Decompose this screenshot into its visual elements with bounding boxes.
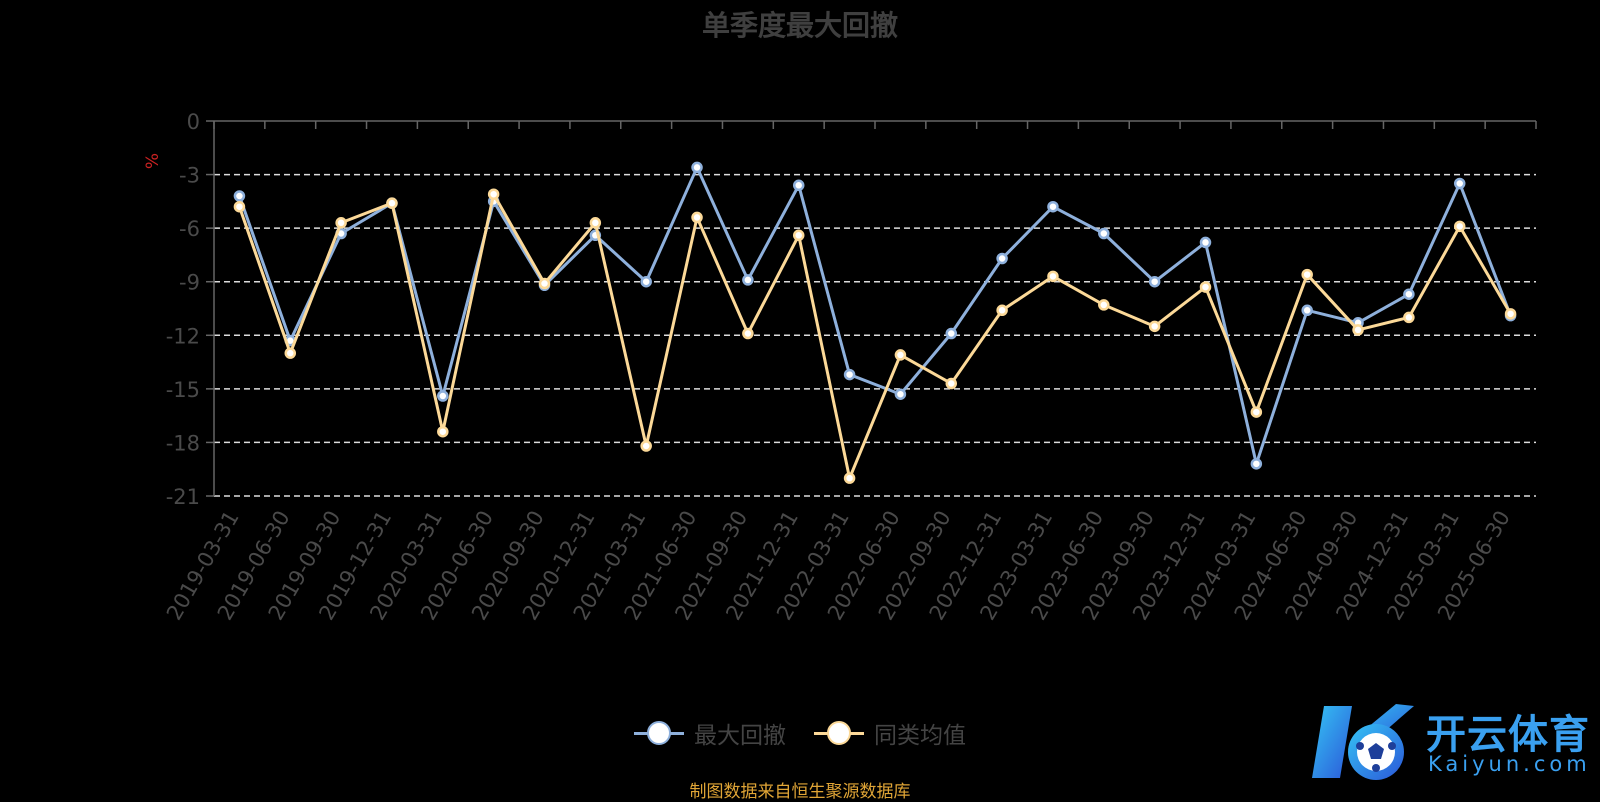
y-tick-label: -3 <box>179 164 200 188</box>
data-point[interactable] <box>742 274 754 286</box>
legend-marker-icon <box>634 719 684 747</box>
data-point[interactable] <box>1047 270 1059 283</box>
legend-label: 最大回撤 <box>694 723 786 749</box>
data-point[interactable] <box>640 275 652 288</box>
data-point[interactable] <box>894 349 907 361</box>
data-point[interactable] <box>945 377 958 390</box>
data-point[interactable] <box>1098 299 1110 311</box>
data-point[interactable] <box>1199 236 1212 249</box>
data-point[interactable] <box>792 179 805 192</box>
data-point[interactable] <box>1250 458 1263 470</box>
y-tick-labels: 0 -3 -6 -9 -12 -15 -18 -21 <box>166 110 200 509</box>
data-point[interactable] <box>487 188 500 200</box>
data-point[interactable] <box>1352 324 1364 336</box>
y-tick-label: -21 <box>166 485 200 509</box>
legend-item-peer-average[interactable]: 同类均值 <box>814 716 966 750</box>
source-note: 制图数据来自恒生聚源数据库 <box>689 782 911 802</box>
x-tick-labels: 2019-03-312019-06-302019-09-302019-12-31… <box>162 506 1515 624</box>
data-point[interactable] <box>1098 227 1110 240</box>
data-point[interactable] <box>1453 220 1466 233</box>
chart-title: 单季度最大回撤 <box>701 9 898 42</box>
series-line <box>238 165 1512 466</box>
y-tick-label: -6 <box>179 217 200 241</box>
soccer-ball-logo-icon <box>1312 704 1414 780</box>
data-point[interactable] <box>945 327 958 340</box>
data-point[interactable] <box>640 440 652 452</box>
series-max-drawdown <box>233 161 1517 470</box>
data-point[interactable] <box>1453 177 1466 190</box>
brand-logo[interactable]: 开云体育 Kaiyun.com <box>1310 698 1595 788</box>
data-point[interactable] <box>1301 304 1313 317</box>
y-tick-label: -18 <box>166 431 200 455</box>
data-point[interactable] <box>843 472 856 484</box>
y-tick-label: -9 <box>179 271 200 295</box>
data-point[interactable] <box>437 390 449 402</box>
series-line <box>238 192 1512 480</box>
data-point[interactable] <box>538 277 551 290</box>
grid-lines <box>214 173 1536 497</box>
data-point[interactable] <box>1199 281 1212 293</box>
legend: 最大回撤 同类均值 <box>0 716 1600 750</box>
brand-url: Kaiyun.com <box>1428 752 1591 776</box>
data-point[interactable] <box>1403 311 1415 324</box>
y-unit-label: % <box>143 153 163 169</box>
data-point[interactable] <box>1148 320 1161 333</box>
data-point[interactable] <box>996 252 1008 265</box>
series <box>233 161 1517 484</box>
series-peer-average <box>233 188 1517 484</box>
axes <box>206 120 1537 497</box>
data-point[interactable] <box>284 347 297 359</box>
y-tick-label: -12 <box>166 324 200 348</box>
data-point[interactable] <box>437 425 449 438</box>
data-point[interactable] <box>996 304 1008 317</box>
data-point[interactable] <box>843 368 856 381</box>
data-point[interactable] <box>691 161 703 174</box>
data-point[interactable] <box>233 200 246 213</box>
data-point[interactable] <box>233 190 246 202</box>
data-point[interactable] <box>894 388 907 400</box>
brand-name: 开云体育 <box>1426 712 1590 758</box>
data-point[interactable] <box>589 217 602 229</box>
legend-label: 同类均值 <box>874 723 966 749</box>
data-point[interactable] <box>1301 268 1313 281</box>
data-point[interactable] <box>1047 200 1059 213</box>
data-point[interactable] <box>742 327 754 340</box>
legend-item-max-drawdown[interactable]: 最大回撤 <box>634 716 786 750</box>
legend-marker-icon <box>814 719 864 747</box>
data-point[interactable] <box>386 197 398 209</box>
data-point[interactable] <box>1148 275 1161 288</box>
data-point[interactable] <box>1403 288 1415 300</box>
data-point[interactable] <box>1504 308 1517 320</box>
y-tick-label: 0 <box>187 110 200 134</box>
data-point[interactable] <box>335 217 347 229</box>
data-point[interactable] <box>792 229 805 242</box>
y-tick-label: -15 <box>166 378 200 402</box>
data-point[interactable] <box>1250 406 1263 418</box>
data-point[interactable] <box>691 211 703 224</box>
